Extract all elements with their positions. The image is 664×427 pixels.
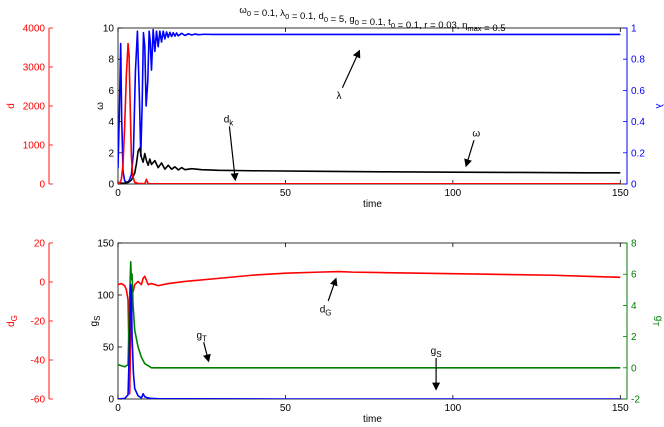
annotation-label: gT — [196, 331, 207, 344]
chart-panel-1: 0 50 100 150time0246810ω01000200030004000d0… — [6, 5, 664, 210]
annotation-label: dG — [320, 305, 332, 318]
x-axis-label: time — [363, 414, 382, 425]
right-tick-label: 8 — [631, 239, 637, 250]
x-tick-label: 100 — [445, 403, 462, 414]
annotation-arrow — [464, 140, 475, 168]
right-tick-label: 0.6 — [631, 86, 645, 97]
right-tick-label: 0.2 — [631, 148, 645, 159]
right-tick-label: 2 — [631, 332, 637, 343]
aux-tick-label: 0 — [39, 180, 45, 191]
aux-tick-label: 3000 — [23, 63, 46, 74]
right-tick-label: 0 — [631, 180, 637, 191]
aux-tick-label: 2000 — [23, 102, 46, 113]
aux-tick-label: 20 — [34, 239, 46, 250]
chart-title: ω0 = 0.1, λ0 = 0.1, d0 = 5, g0 = 0.1, t0… — [239, 5, 505, 34]
aux-tick-label: 0 — [39, 278, 45, 289]
y-tick-label: 0 — [108, 395, 114, 406]
right-tick-label: -2 — [631, 395, 640, 406]
x-tick-label: 50 — [280, 188, 292, 199]
right-tick-label: 0.8 — [631, 55, 645, 66]
right-axis-label: λ — [653, 104, 664, 109]
series-line-gT — [118, 260, 621, 369]
y-tick-label: 0 — [108, 180, 114, 191]
y-tick-label: 4 — [108, 117, 114, 128]
annotation-label: λ — [337, 91, 342, 102]
y-axis-label: gS — [89, 316, 102, 327]
series-line-omega — [118, 147, 621, 184]
y-tick-label: 2 — [108, 148, 114, 159]
y-tick-label: 50 — [103, 343, 115, 354]
aux-axis-label: d — [6, 103, 17, 109]
annotation-arrow — [203, 342, 211, 363]
annotation-label: dk — [224, 114, 235, 127]
annotation-arrow — [341, 49, 361, 89]
aux-tick-label: -20 — [31, 317, 46, 328]
series-line-d — [118, 42, 621, 184]
plot-frame — [117, 27, 628, 185]
annotation-label: gS — [431, 346, 442, 359]
y-tick-label: 8 — [108, 55, 114, 66]
x-tick-label: 0 — [115, 403, 121, 414]
x-tick-label: 150 — [612, 403, 629, 414]
y-axis-label: ω — [95, 102, 106, 110]
y-tick-label: 150 — [97, 239, 114, 250]
aux-tick-label: 1000 — [23, 141, 46, 152]
series-line-lambda — [118, 28, 621, 184]
annotation-arrow — [228, 126, 239, 182]
right-tick-label: 0.4 — [631, 117, 645, 128]
annotation-arrow — [327, 277, 338, 302]
y-tick-label: 10 — [103, 24, 115, 35]
right-tick-label: 1 — [631, 24, 637, 35]
annotation-label: ω — [472, 129, 480, 140]
chart-panel-2: 0 50 100 150time050100150gS-60-40-20020dG-2… — [6, 239, 664, 426]
aux-tick-label: 4000 — [23, 24, 46, 35]
right-tick-label: 4 — [631, 301, 637, 312]
x-tick-label: 100 — [445, 188, 462, 199]
x-axis-label: time — [363, 199, 382, 210]
right-tick-label: 6 — [631, 270, 637, 281]
x-tick-label: 0 — [115, 188, 121, 199]
series-line-gS — [118, 283, 621, 399]
plot-frame — [117, 242, 628, 400]
right-axis-label: gT — [651, 316, 664, 327]
aux-tick-label: -40 — [31, 356, 46, 367]
aux-axis-label: dG — [6, 315, 19, 327]
x-tick-label: 150 — [612, 188, 629, 199]
x-tick-label: 50 — [280, 403, 292, 414]
aux-tick-label: -60 — [31, 395, 46, 406]
y-tick-label: 6 — [108, 86, 114, 97]
series-line-dG — [118, 270, 621, 395]
y-tick-label: 100 — [97, 291, 114, 302]
right-tick-label: 0 — [631, 363, 637, 374]
